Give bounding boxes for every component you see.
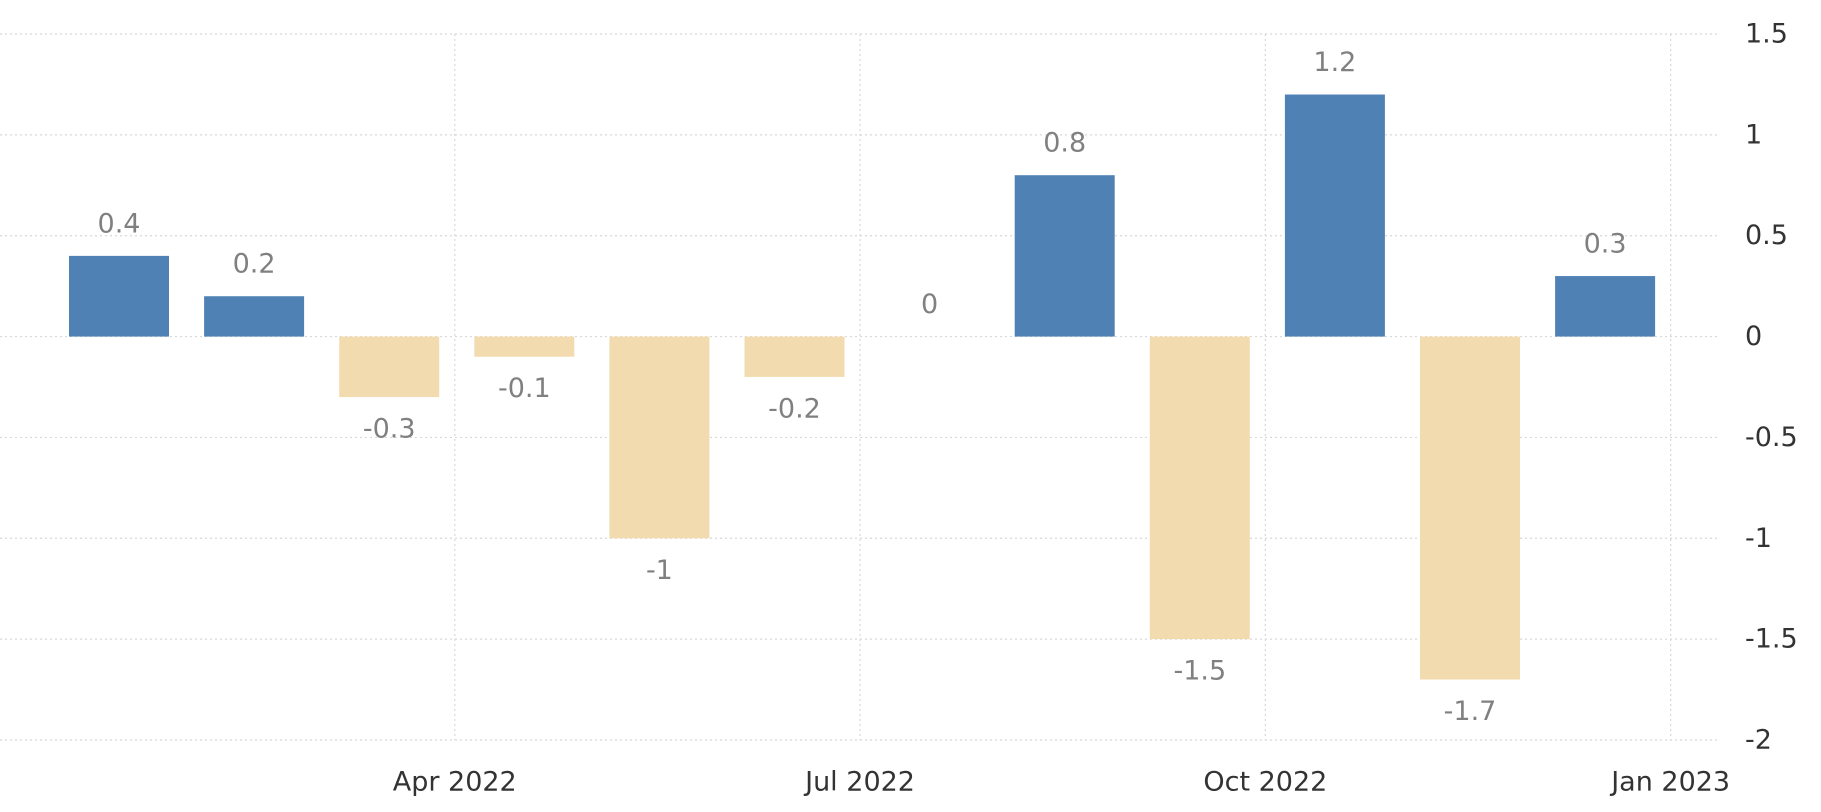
- y-tick-label: 1: [1745, 119, 1762, 150]
- y-axis: 1.5 1 0.5 0 -0.5 -1 -1.5 -2: [1745, 19, 1798, 756]
- bar: [474, 336, 575, 357]
- data-label: -1.7: [1444, 696, 1497, 727]
- data-label: 0: [921, 289, 938, 320]
- x-tick-label: Apr 2022: [393, 767, 517, 798]
- bar: [69, 255, 169, 337]
- data-label: 0.3: [1584, 229, 1627, 260]
- y-tick-label: 0.5: [1745, 220, 1788, 251]
- data-label: 0.2: [233, 249, 276, 280]
- y-tick-label: -1: [1745, 523, 1772, 554]
- y-tick-label: -0.5: [1745, 422, 1798, 453]
- bar: [204, 296, 305, 337]
- data-label: -1: [646, 555, 673, 586]
- data-label: -0.1: [498, 373, 551, 404]
- data-label: -0.3: [363, 414, 416, 445]
- bar: [1555, 276, 1656, 337]
- y-tick-label: 0: [1745, 321, 1762, 352]
- data-label: 0.8: [1043, 128, 1086, 159]
- data-label: -0.2: [768, 393, 821, 424]
- bar: [1284, 94, 1385, 337]
- data-label: 1.2: [1313, 47, 1356, 78]
- bar: [744, 336, 845, 377]
- y-tick-label: -2: [1745, 725, 1772, 756]
- x-tick-label: Oct 2022: [1203, 767, 1327, 798]
- bar: [1149, 336, 1250, 640]
- x-tick-label: Jul 2022: [803, 767, 915, 798]
- data-label: 0.4: [98, 208, 141, 239]
- bar: [609, 336, 710, 539]
- y-tick-label: -1.5: [1745, 624, 1798, 655]
- x-axis: Apr 2022 Jul 2022 Oct 2022 Jan 2023: [393, 767, 1730, 798]
- bar: [339, 336, 440, 398]
- bar: [1014, 175, 1115, 337]
- x-tick-label: Jan 2023: [1609, 767, 1730, 798]
- bar: [1420, 336, 1520, 680]
- data-label: -1.5: [1173, 656, 1226, 687]
- y-tick-label: 1.5: [1745, 19, 1788, 50]
- data-labels: 0.4 0.2 -0.3 -0.1 -1 -0.2 0 0.8 -1.5 1.2 -1.7 0.3: [98, 47, 1627, 727]
- bars: [69, 94, 1656, 680]
